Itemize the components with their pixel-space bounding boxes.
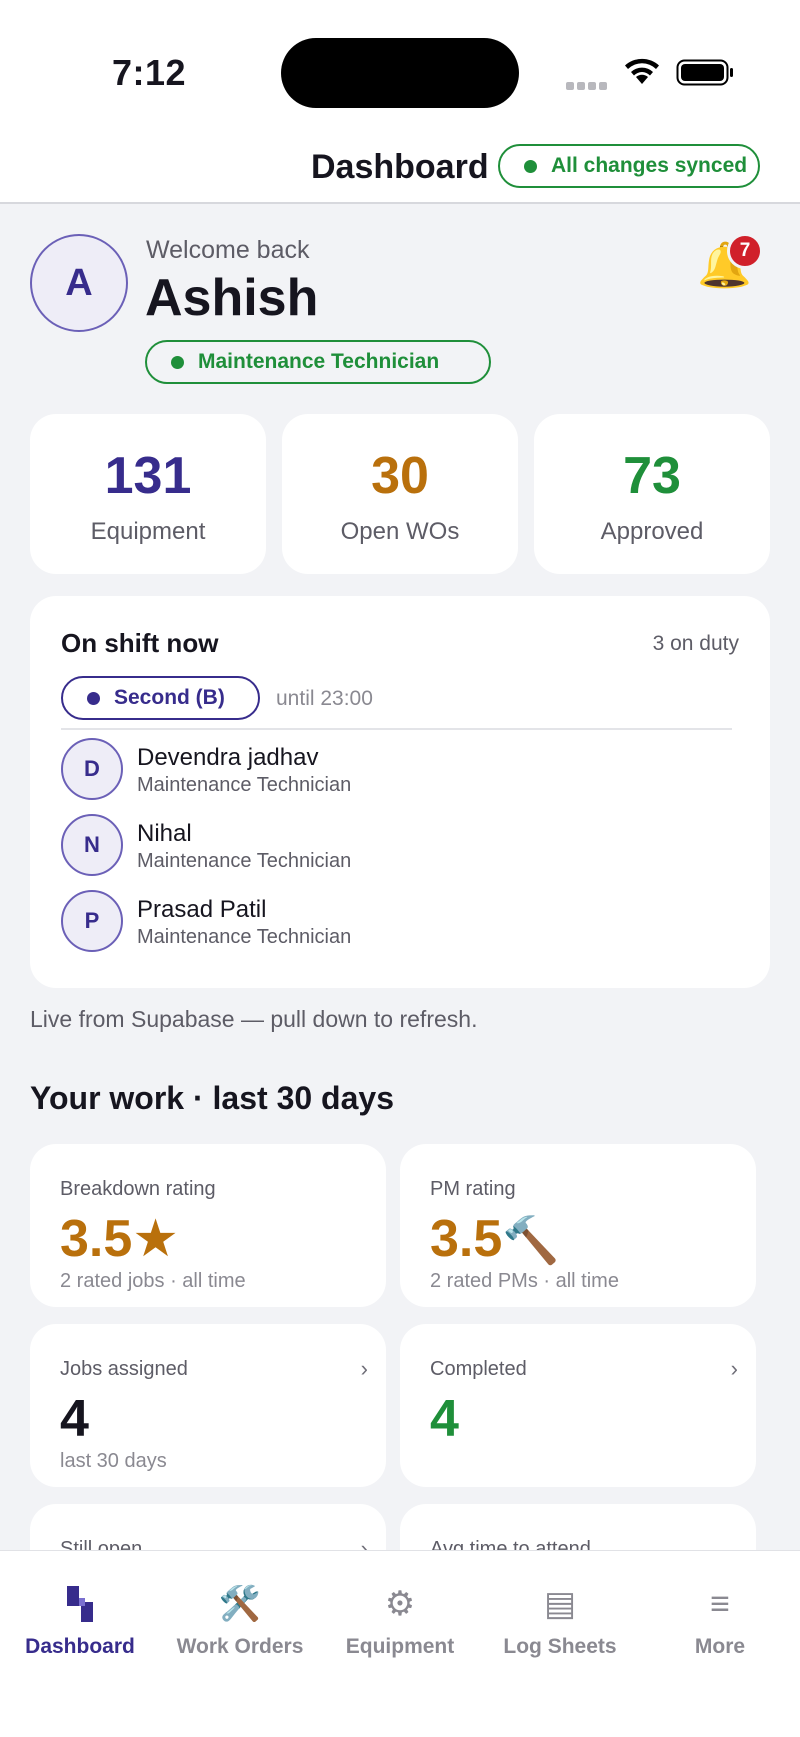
tab-work-orders[interactable]: 🛠️ Work Orders: [160, 1579, 320, 1659]
welcome-text: Welcome back: [146, 236, 310, 264]
breakdown-rating-card: Breakdown rating 3.5★ 2 rated jobs · all…: [30, 1144, 386, 1307]
user-avatar[interactable]: A: [30, 234, 128, 332]
tab-label: More: [694, 1635, 746, 1658]
metric-label: Jobs assigned: [60, 1358, 188, 1380]
pm-rating-value: 3.5: [430, 1210, 503, 1268]
dynamic-island: [281, 38, 519, 108]
stat-value: 131: [104, 447, 192, 505]
stat-label: Approved: [600, 518, 704, 545]
cellular-signal-icon: [566, 77, 610, 95]
technician-row[interactable]: P Prasad Patil Maintenance Technician: [61, 890, 721, 954]
technician-role: Maintenance Technician: [137, 850, 352, 872]
metric-label: Completed: [430, 1358, 527, 1380]
stat-card-equipment[interactable]: 131 Equipment: [30, 414, 266, 574]
hammer-icon: 🔨: [502, 1214, 560, 1266]
breakdown-rating-value: 3.5: [60, 1210, 133, 1268]
completed-card[interactable]: Completed › 4: [400, 1324, 756, 1487]
tab-label: Dashboard: [25, 1635, 135, 1658]
technician-row[interactable]: N Nihal Maintenance Technician: [61, 814, 721, 878]
stat-label: Equipment: [90, 518, 206, 545]
tab-label: Equipment: [345, 1635, 455, 1658]
dashboard-icon: [0, 1579, 160, 1629]
stat-value: 73: [623, 447, 681, 505]
metric-subtitle: last 30 days: [60, 1450, 167, 1472]
metric-subtitle: 2 rated jobs · all time: [60, 1270, 246, 1292]
battery-icon: [676, 59, 733, 86]
pm-rating-card: PM rating 3.5🔨 2 rated PMs · all time: [400, 1144, 756, 1307]
tools-icon: 🛠️: [218, 1585, 262, 1623]
status-time: 7:12: [112, 52, 187, 93]
chevron-right-icon: ›: [730, 1356, 738, 1381]
tab-label: Log Sheets: [503, 1635, 617, 1658]
role-badge: Maintenance Technician: [145, 340, 491, 384]
status-bar: 7:12: [0, 0, 800, 130]
shift-card-title: On shift now: [61, 628, 219, 658]
metric-value: 4: [60, 1390, 89, 1448]
gear-icon: ⚙: [384, 1585, 416, 1623]
user-name: Ashish: [145, 269, 319, 327]
tab-log-sheets[interactable]: ▤ Log Sheets: [480, 1579, 640, 1659]
sync-dot-icon: [524, 159, 537, 173]
bottom-tab-bar: Dashboard 🛠️ Work Orders ⚙ Equipment ▤ L…: [0, 1550, 800, 1737]
metric-subtitle: 2 rated PMs · all time: [430, 1270, 619, 1292]
sync-status-badge: All changes synced: [498, 144, 760, 188]
jobs-assigned-card[interactable]: Jobs assigned › 4 last 30 days: [30, 1324, 386, 1487]
technician-avatar: D: [61, 738, 123, 800]
role-label: Maintenance Technician: [198, 350, 440, 373]
metric-value: 3.5★: [60, 1208, 179, 1270]
metric-label: Breakdown rating: [60, 1178, 216, 1200]
shift-name: Second (B): [114, 686, 225, 709]
sync-status-label: All changes synced: [551, 154, 748, 177]
tab-dashboard[interactable]: Dashboard: [0, 1579, 160, 1659]
tab-label: Work Orders: [176, 1635, 304, 1658]
app-header: Dashboard All changes synced: [0, 130, 800, 204]
divider: [61, 728, 732, 730]
technician-avatar: P: [61, 890, 123, 952]
notification-count-badge[interactable]: 7: [727, 233, 763, 269]
on-shift-card: On shift now 3 on duty Second (B) until …: [30, 596, 770, 988]
technician-name: Prasad Patil: [137, 896, 267, 923]
technician-name: Nihal: [137, 820, 192, 847]
technician-role: Maintenance Technician: [137, 926, 352, 948]
menu-icon: ≡: [710, 1584, 730, 1623]
role-dot-icon: [171, 355, 184, 369]
section-title: Your work · last 30 days: [30, 1080, 394, 1116]
technician-role: Maintenance Technician: [137, 774, 352, 796]
metric-value: 4: [430, 1390, 459, 1448]
stat-card-approved[interactable]: 73 Approved: [534, 414, 770, 574]
metric-label: PM rating: [430, 1178, 516, 1200]
metric-value: 3.5🔨: [430, 1208, 560, 1270]
shift-dot-icon: [87, 691, 100, 705]
on-duty-count: 3 on duty: [652, 632, 739, 655]
tab-equipment[interactable]: ⚙ Equipment: [320, 1579, 480, 1659]
live-refresh-note: Live from Supabase — pull down to refres…: [30, 1006, 478, 1032]
log-sheet-icon: ▤: [543, 1585, 577, 1623]
shift-badge: Second (B): [61, 676, 260, 720]
stat-label: Open WOs: [340, 518, 460, 545]
tab-more[interactable]: ≡ More: [640, 1579, 800, 1659]
shift-until: until 23:00: [276, 687, 373, 710]
technician-name: Devendra jadhav: [137, 744, 319, 771]
wifi-icon: [625, 58, 659, 84]
stat-value: 30: [371, 447, 429, 505]
stat-card-open-wos[interactable]: 30 Open WOs: [282, 414, 518, 574]
page-title: Dashboard: [311, 148, 489, 186]
chevron-right-icon: ›: [360, 1356, 368, 1381]
chevron-right-icon: ›: [360, 1536, 368, 1561]
technician-avatar: N: [61, 814, 123, 876]
technician-row[interactable]: D Devendra jadhav Maintenance Technician: [61, 738, 721, 802]
star-icon: ★: [132, 1210, 179, 1268]
